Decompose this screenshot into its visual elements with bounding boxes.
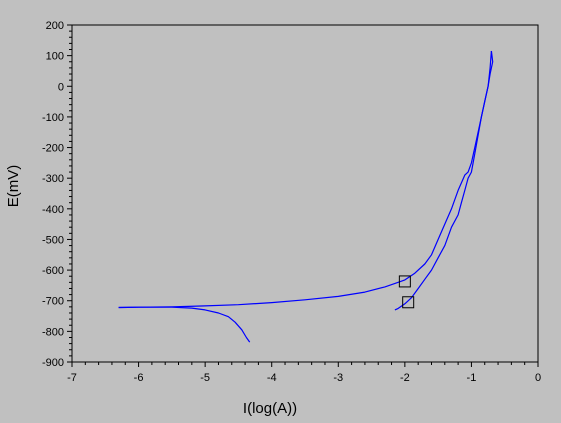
x-tick-label: 0 [535, 372, 541, 384]
y-tick-label: -400 [42, 204, 64, 216]
x-tick-label: -2 [400, 372, 410, 384]
x-tick-label: -6 [134, 372, 144, 384]
y-tick-label: 100 [46, 51, 64, 63]
y-tick-label: -100 [42, 112, 64, 124]
x-tick-label: -4 [267, 372, 277, 384]
series-line-2 [394, 50, 494, 311]
y-axis-title: E(mV) [5, 165, 22, 208]
x-tick-label: -1 [467, 372, 477, 384]
plot-frame [71, 24, 539, 363]
x-tick-label: -7 [67, 372, 77, 384]
x-axis-title: I(log(A)) [243, 400, 297, 417]
series-line-3 [118, 306, 251, 343]
x-tick-label: -5 [200, 372, 210, 384]
plot-area: -7 -6 -5 -4 -3 -2 -1 0 -900 -800 -700 -600 -500 -400 -… [42, 20, 541, 384]
y-tick-label: -700 [42, 296, 64, 308]
y-tick-label: 200 [46, 20, 64, 32]
x-tick-label: -3 [333, 372, 343, 384]
y-tick-label: -800 [42, 326, 64, 338]
y-tick-label: -300 [42, 173, 64, 185]
y-tick-label: -500 [42, 234, 64, 246]
y-tick-label: -600 [42, 265, 64, 277]
square-marker-2 [402, 296, 415, 309]
square-marker-1 [398, 275, 411, 288]
y-tick-label: -900 [42, 357, 64, 369]
y-tick-label: 0 [58, 81, 64, 93]
y-tick-label: -200 [42, 143, 64, 155]
